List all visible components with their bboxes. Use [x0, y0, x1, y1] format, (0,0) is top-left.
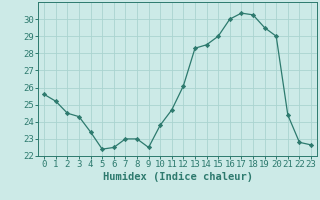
X-axis label: Humidex (Indice chaleur): Humidex (Indice chaleur) — [103, 172, 252, 182]
